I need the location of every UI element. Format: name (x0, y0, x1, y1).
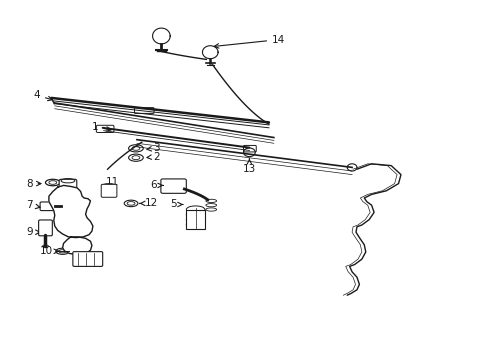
Polygon shape (49, 185, 93, 238)
FancyBboxPatch shape (39, 220, 52, 236)
Text: 4: 4 (33, 90, 52, 101)
Polygon shape (62, 237, 92, 255)
Text: 6: 6 (150, 180, 163, 190)
Text: 1: 1 (92, 122, 111, 132)
FancyBboxPatch shape (186, 210, 204, 229)
FancyBboxPatch shape (134, 108, 154, 113)
Text: 10: 10 (40, 246, 59, 256)
Text: 14: 14 (214, 35, 285, 48)
Text: 13: 13 (242, 159, 256, 174)
FancyBboxPatch shape (59, 179, 77, 193)
FancyBboxPatch shape (96, 125, 114, 132)
Polygon shape (152, 28, 170, 44)
Text: 7: 7 (26, 200, 40, 210)
FancyBboxPatch shape (73, 252, 102, 266)
FancyBboxPatch shape (101, 184, 117, 197)
Text: 11: 11 (105, 177, 119, 190)
Text: 12: 12 (139, 198, 158, 208)
Polygon shape (202, 46, 218, 59)
FancyBboxPatch shape (161, 179, 186, 193)
Text: 3: 3 (146, 143, 160, 153)
Text: 9: 9 (26, 227, 40, 237)
Text: 8: 8 (26, 179, 41, 189)
Text: 5: 5 (170, 199, 182, 210)
FancyBboxPatch shape (40, 202, 57, 211)
Text: 2: 2 (146, 152, 160, 162)
FancyBboxPatch shape (243, 145, 256, 152)
